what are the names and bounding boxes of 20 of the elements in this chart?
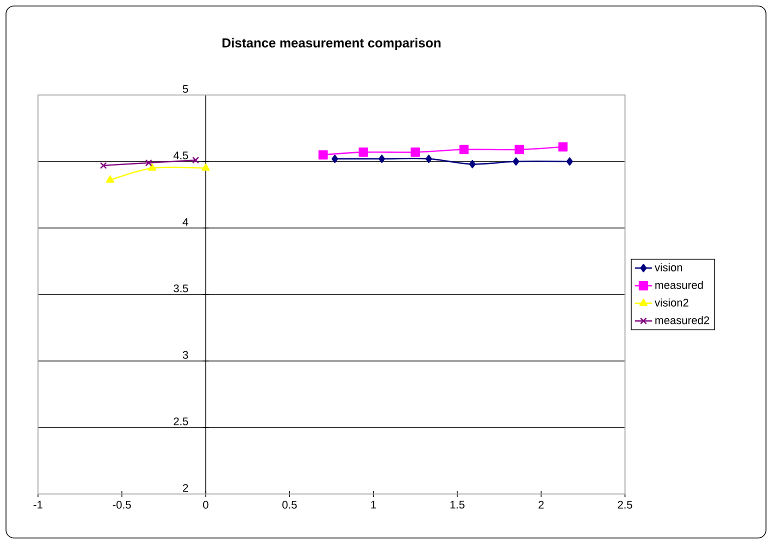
y-tick-label: 3.5 — [174, 284, 188, 292]
legend-label: vision2 — [654, 298, 688, 307]
x-tick-label: 0.5 — [282, 500, 297, 509]
x-tick-label: 0 — [203, 500, 208, 509]
chart-title: Distance measurement comparison — [222, 38, 440, 50]
x-tick-label: 1 — [371, 500, 376, 508]
x-tick-label: -0.5 — [112, 500, 131, 509]
y-tick-label: 2.5 — [174, 418, 188, 426]
y-tick-label: 2 — [182, 484, 188, 492]
legend-label: vision — [654, 263, 682, 272]
y-tick-label: 3 — [182, 351, 188, 359]
x-tick-label: -1 — [34, 500, 42, 508]
legend-label: measured2 — [655, 316, 710, 324]
x-tick-label: 2 — [538, 500, 544, 509]
x-tick-label: 1.5 — [450, 500, 464, 509]
y-tick-label: 5 — [182, 85, 188, 93]
y-tick-label: 4.5 — [173, 152, 188, 160]
x-tick-label: 2.5 — [618, 500, 632, 509]
legend-label: measured — [655, 280, 703, 289]
y-tick-label: 4 — [182, 218, 188, 226]
